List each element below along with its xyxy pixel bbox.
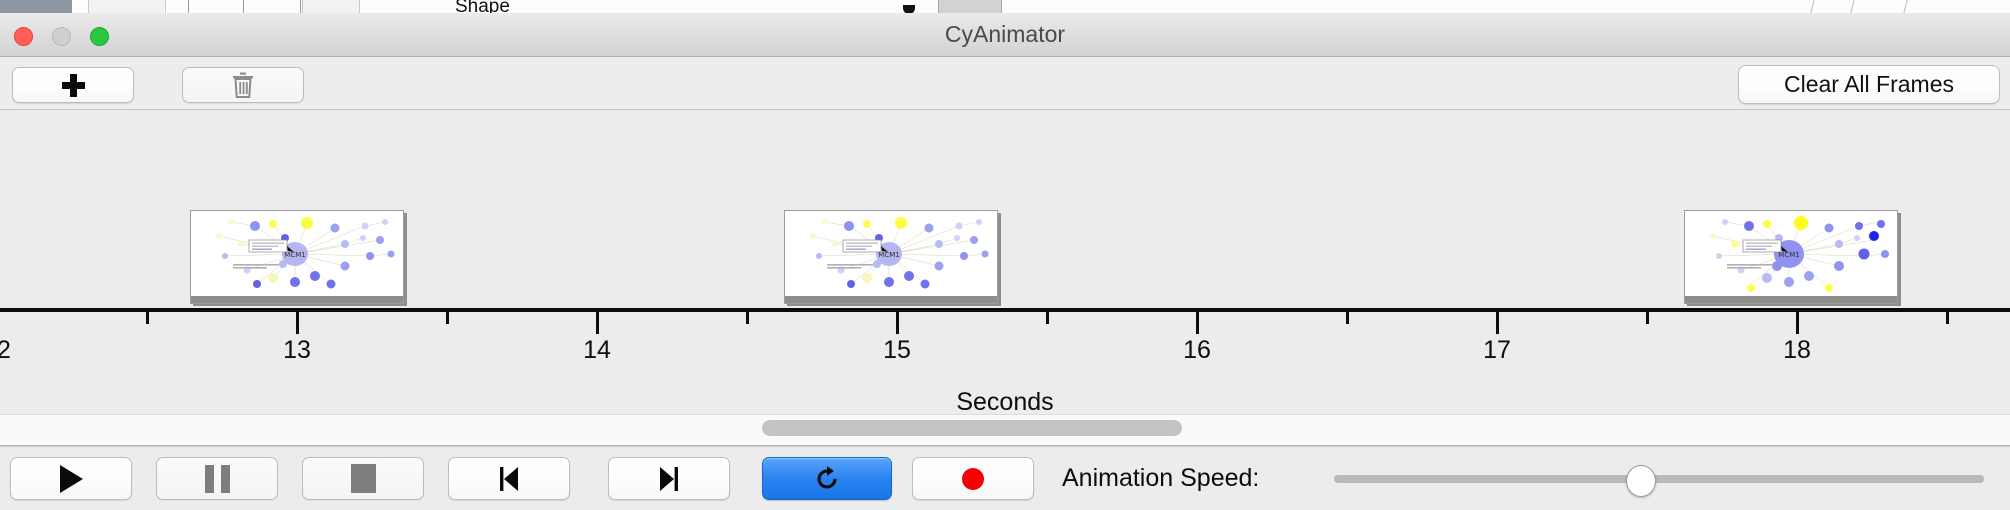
stop-icon (350, 464, 376, 493)
plus-icon (61, 73, 85, 97)
trash-icon (233, 72, 253, 98)
axis-tick-label: 13 (283, 336, 311, 364)
axis-tick-major (896, 312, 899, 334)
clear-all-frames-label: Clear All Frames (1784, 71, 1954, 97)
skip-to-end-button[interactable] (608, 457, 730, 500)
play-icon (59, 464, 83, 493)
axis-tick-minor (146, 312, 149, 324)
svg-text:MCM1: MCM1 (284, 251, 305, 259)
skip-to-start-button[interactable] (448, 457, 570, 500)
playback-toolbar: Animation Speed: (0, 446, 2010, 510)
svg-text:MCM1: MCM1 (1778, 251, 1799, 259)
background-divider (1903, 0, 1908, 13)
maximize-button[interactable] (90, 27, 109, 46)
axis-tick-minor (1946, 312, 1949, 324)
background-tab (302, 0, 360, 13)
skip-to-start-icon (500, 466, 518, 491)
loop-icon (817, 465, 837, 488)
clear-all-frames-button[interactable]: Clear All Frames (1738, 65, 2000, 104)
minimize-button[interactable] (52, 27, 71, 46)
play-button[interactable] (10, 457, 132, 500)
loop-button[interactable] (762, 457, 892, 500)
background-grey-panel (938, 0, 1002, 13)
axis-tick-major (1196, 312, 1199, 334)
animation-speed-label: Animation Speed: (1062, 464, 1260, 492)
pause-icon (204, 464, 230, 493)
animation-speed-slider[interactable] (1334, 457, 1984, 500)
axis-tick-major (1796, 312, 1799, 334)
axis-line (0, 308, 2010, 312)
add-frame-button[interactable] (12, 67, 134, 103)
title-bar: CyAnimator (0, 13, 2010, 57)
timeline-axis[interactable]: 12 13 14 15 16 17 18 Seconds (0, 306, 2010, 416)
frame-toolbar: Clear All Frames (0, 57, 2010, 110)
axis-tick-label: 15 (883, 336, 911, 364)
background-divider (300, 0, 301, 13)
axis-tick-minor (1346, 312, 1349, 324)
delete-frame-button[interactable] (182, 67, 304, 103)
axis-tick-minor (446, 312, 449, 324)
frame-thumbnail[interactable]: MCM1 (190, 210, 404, 304)
background-divider (188, 0, 189, 13)
svg-text:MCM1: MCM1 (878, 251, 899, 259)
window-title: CyAnimator (944, 21, 1066, 47)
background-divider (1810, 0, 1815, 13)
axis-tick-major (296, 312, 299, 334)
axis-tick-major (1496, 312, 1499, 334)
axis-tick-minor (1046, 312, 1049, 324)
close-button[interactable] (14, 27, 33, 46)
axis-tick-minor (746, 312, 749, 324)
frame-thumbnail-image: MCM1 (789, 214, 993, 294)
frame-base-shadow (1685, 296, 1897, 303)
axis-title: Seconds (956, 388, 1054, 416)
slider-track (1334, 475, 1984, 483)
background-divider (243, 0, 244, 13)
axis-tick-major (596, 312, 599, 334)
frame-base-shadow (191, 296, 403, 303)
background-divider (1850, 0, 1855, 13)
stop-button[interactable] (302, 457, 424, 500)
frame-thumbnail-image: MCM1 (1689, 214, 1893, 294)
frame-thumbnail-image: MCM1 (195, 214, 399, 294)
background-cursor-blob (903, 5, 915, 13)
background-tab (88, 0, 166, 13)
frame-base-shadow (785, 296, 997, 303)
background-window-shape-label: Shape (455, 0, 510, 14)
record-button[interactable] (912, 457, 1034, 500)
slider-thumb[interactable] (1626, 465, 1656, 497)
horizontal-scrollbar[interactable] (0, 414, 2010, 446)
background-window-dark-region (0, 0, 72, 13)
frame-thumbnail[interactable]: MCM1 (1684, 210, 1898, 304)
horizontal-scrollbar-thumb[interactable] (762, 420, 1182, 436)
axis-tick-label: 12 (0, 336, 11, 364)
skip-to-end-icon (660, 466, 678, 491)
axis-tick-label: 16 (1183, 336, 1211, 364)
axis-tick-minor (1646, 312, 1649, 324)
record-icon (962, 467, 984, 490)
pause-button[interactable] (156, 457, 278, 500)
axis-tick-label: 18 (1783, 336, 1811, 364)
background-window-strip: Shape (0, 0, 2010, 14)
axis-tick-label: 17 (1483, 336, 1511, 364)
frame-thumbnail[interactable]: MCM1 (784, 210, 998, 304)
axis-tick-label: 14 (583, 336, 611, 364)
